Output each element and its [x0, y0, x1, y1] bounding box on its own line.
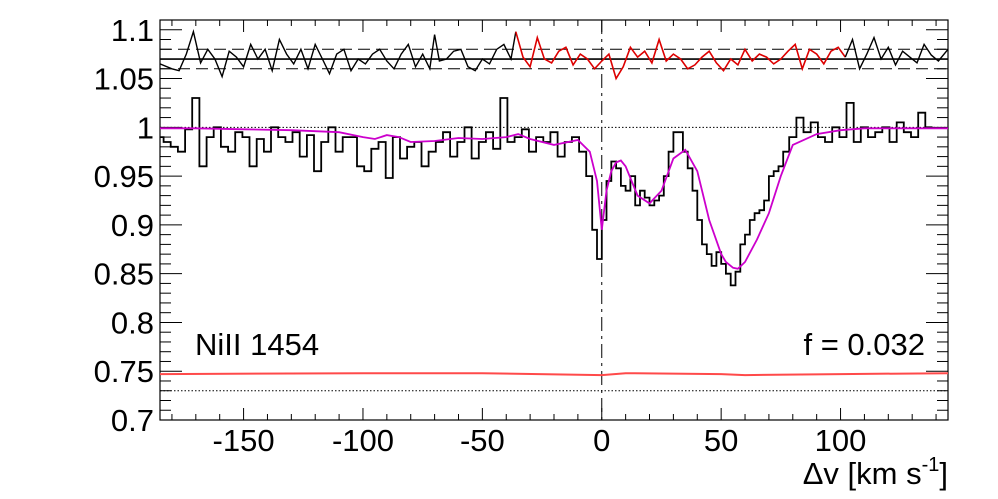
y-tick-label: 1 [137, 110, 154, 145]
y-tick-label: 0.7 [111, 403, 154, 438]
x-tick-label: 50 [704, 423, 738, 458]
x-axis-label-end: ] [939, 456, 948, 491]
data-series [159, 29, 949, 377]
residuals-left [159, 29, 517, 79]
model-fit-line [160, 127, 948, 270]
axis-ticks [160, 19, 948, 421]
x-tick-label: -50 [460, 423, 505, 458]
x-axis-label-main: Δv [km s [803, 456, 922, 491]
tick-labels: 0.7 0.75 0.8 0.85 0.9 0.95 1 1.05 1.1 -150 -100 -50… [94, 13, 867, 458]
y-tick-label: 0.95 [94, 159, 154, 194]
y-tick-label: 0.9 [111, 208, 154, 243]
x-axis-label: Δv [km s-1] [803, 454, 948, 491]
observed-flux-histogram [160, 97, 933, 287]
x-tick-label: 0 [593, 423, 610, 458]
x-tick-label: -100 [332, 423, 394, 458]
y-tick-label: 1.05 [94, 62, 154, 97]
f-value-label: f = 0.032 [803, 327, 925, 362]
y-tick-label: 0.75 [94, 354, 154, 389]
y-tick-label: 0.85 [94, 257, 154, 292]
y-tick-label: 1.1 [111, 13, 154, 48]
ion-label: NiII 1454 [195, 327, 319, 362]
y-tick-label: 0.8 [111, 305, 154, 340]
error-level-line [159, 372, 949, 377]
residuals-fit-region [515, 31, 846, 81]
x-axis-label-superscript: -1 [922, 454, 940, 476]
residuals-right [844, 35, 949, 71]
x-tick-label: 100 [815, 423, 867, 458]
x-tick-label: -150 [213, 423, 275, 458]
